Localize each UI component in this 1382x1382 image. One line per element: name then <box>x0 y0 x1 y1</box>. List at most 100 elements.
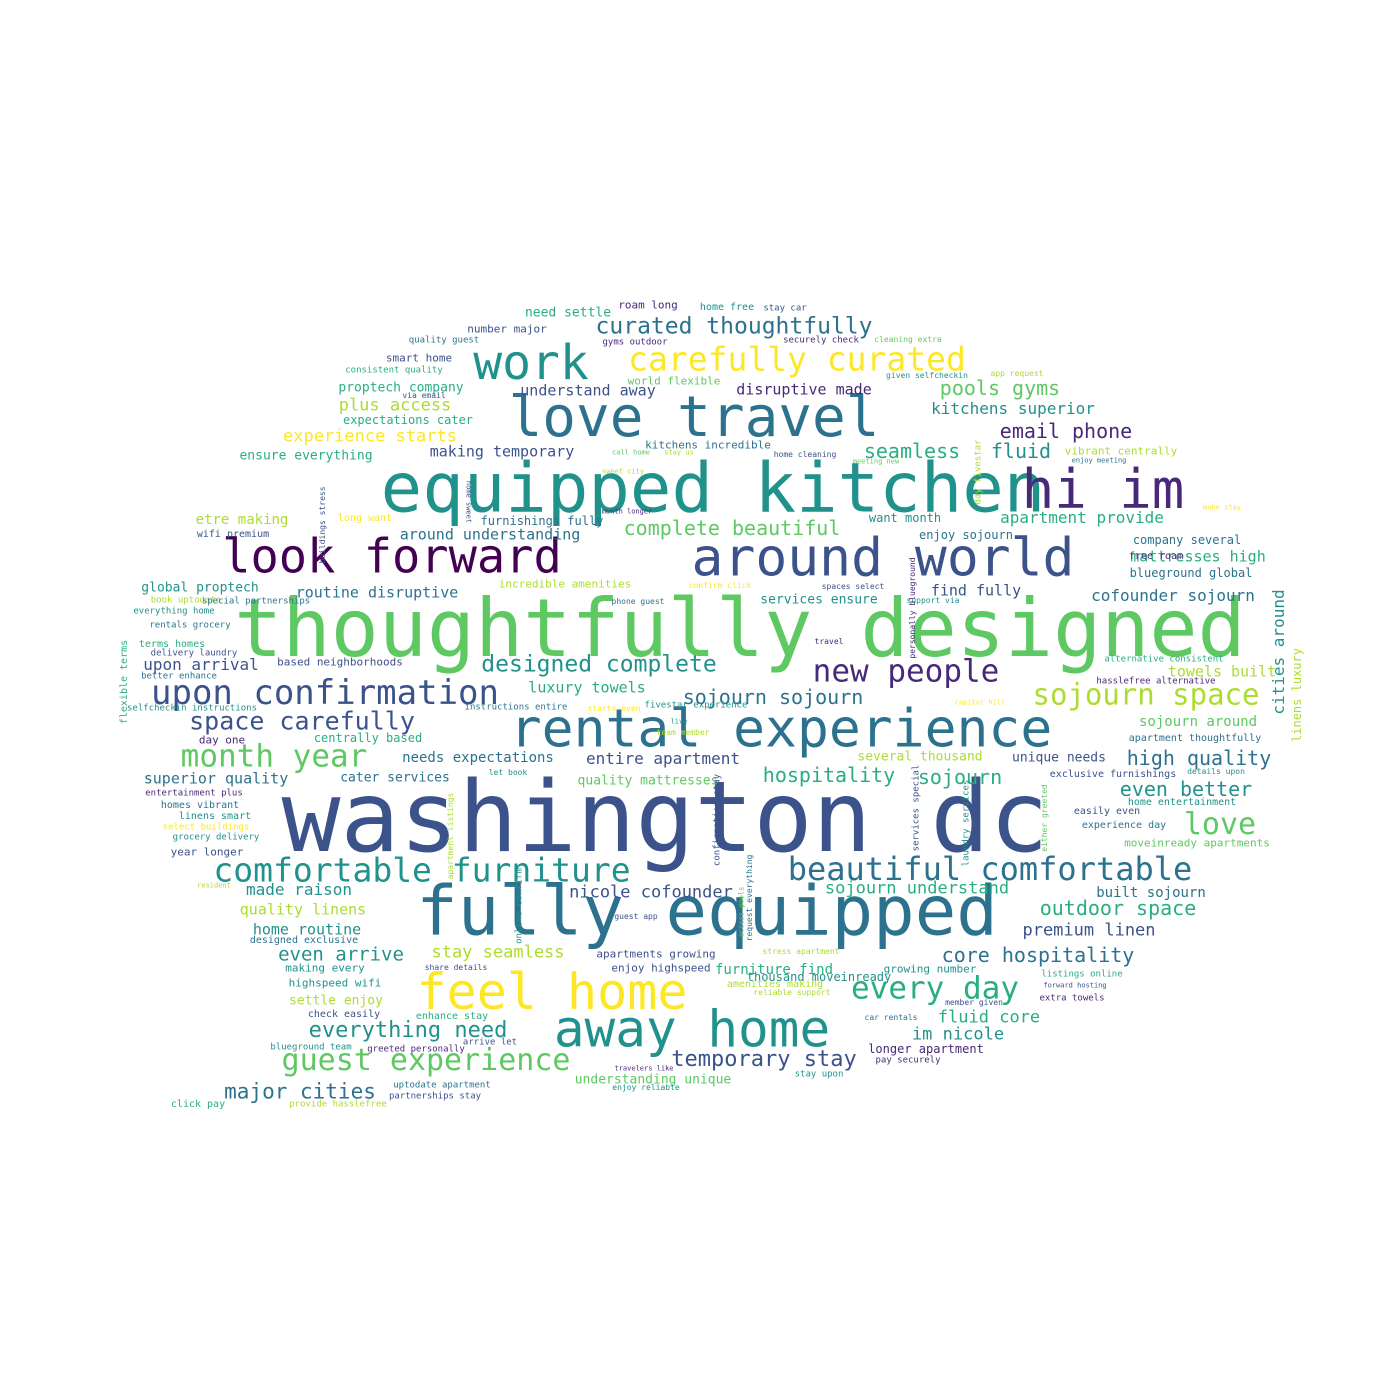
word-cloud-term: sojourn space <box>1032 677 1260 712</box>
word-cloud-term: find fully <box>930 581 1022 600</box>
word-cloud-term: long want <box>337 513 393 524</box>
word-cloud-term: cater services <box>340 770 450 786</box>
word-cloud-term: given selfcheckin <box>886 371 968 380</box>
word-cloud-term: guest experience <box>281 1043 571 1078</box>
word-cloud-term: im nicole <box>911 1024 1005 1045</box>
word-cloud-term: car rentals <box>864 1013 918 1022</box>
word-cloud-term: selfcheckin instructions <box>126 703 258 714</box>
word-cloud-term: etre making <box>195 512 289 528</box>
word-cloud-term: carefully curated <box>628 339 966 379</box>
word-cloud-term: highspeed wifi <box>288 976 382 990</box>
word-cloud-term: blueground global <box>1129 566 1253 580</box>
word-cloud-term: day fivestar <box>973 439 984 505</box>
word-cloud-term: enjoy sojourn <box>919 528 1013 542</box>
word-cloud-term: comfortable furniture <box>213 850 631 890</box>
word-cloud-term: work <box>473 335 589 391</box>
word-cloud-term: terms homes <box>138 639 206 650</box>
word-cloud-term: live <box>670 717 688 726</box>
word-cloud-term: longer apartment <box>868 1042 984 1056</box>
word-cloud-term: details upon <box>1187 767 1245 776</box>
word-cloud-term: love <box>1183 807 1257 842</box>
word-cloud-term: instructions entire <box>464 702 568 713</box>
word-cloud-term: unique needs <box>1012 750 1106 766</box>
word-cloud-term: need settle <box>524 305 612 321</box>
word-cloud-term: vibrant centrally <box>1064 444 1178 458</box>
word-cloud-term: phone guest <box>611 597 665 606</box>
word-cloud-term: equipped kitchen <box>380 448 1046 529</box>
word-cloud-term: support via <box>906 596 960 605</box>
word-cloud-term: enjoy highspeed <box>611 961 711 975</box>
word-cloud-term: smart home <box>385 351 453 365</box>
word-cloud-term: month year <box>180 738 368 775</box>
word-cloud-term: arrive let <box>462 1037 518 1048</box>
word-cloud-term: email phone <box>999 419 1133 443</box>
word-cloud-term: app request <box>990 369 1044 378</box>
word-cloud-term: team member <box>656 728 710 737</box>
word-cloud-term: disruptive made <box>736 380 872 399</box>
word-cloud-term: global proptech <box>141 580 259 596</box>
word-cloud-term: designed exclusive <box>249 935 359 946</box>
word-cloud-term: grocery delivery <box>172 832 260 843</box>
word-cloud-term: confirm click <box>688 581 752 590</box>
word-cloud-term: blueground team <box>270 1042 352 1053</box>
word-cloud-term: stay car <box>763 303 807 314</box>
word-cloud-term: confirmation stay <box>712 773 723 867</box>
word-cloud-term: rentals grocery <box>149 620 231 631</box>
word-cloud-term: mattresses high <box>1130 547 1266 566</box>
word-cloud-term: ensure everything <box>239 448 373 464</box>
word-cloud-term: pools gyms <box>939 376 1061 400</box>
word-cloud-term: home free <box>699 302 755 313</box>
word-cloud-term: settle enjoy <box>289 993 383 1009</box>
word-cloud-term: buildings stress <box>318 486 327 564</box>
word-cloud-term: alternative consistent <box>1104 654 1224 665</box>
word-cloud-term: washington dc <box>281 761 1049 875</box>
word-cloud-term: call home <box>612 448 650 457</box>
word-cloud-term: gyms outdoor <box>602 337 668 348</box>
word-cloud-term: beautiful comfortable <box>787 850 1193 888</box>
word-cloud-term: enjoy reliable <box>612 1083 680 1092</box>
word-cloud-term: fivestar experience <box>644 700 748 711</box>
word-cloud-term: free roam <box>1128 551 1184 562</box>
word-cloud-term: plus access <box>338 395 452 416</box>
word-cloud-term: extra towels <box>1039 993 1105 1004</box>
word-cloud-term: curated thoughtfully <box>595 313 873 340</box>
word-cloud-term: major cities <box>224 1079 376 1104</box>
word-cloud-term: home entertainment <box>1127 797 1237 808</box>
word-cloud-term: amenities making <box>726 979 824 990</box>
word-cloud-term: furniture find <box>714 962 834 978</box>
word-cloud-term: flexible terms <box>119 639 130 725</box>
word-cloud-term: home cleaning <box>773 450 837 459</box>
word-cloud-term: temporary stay <box>671 1047 857 1072</box>
word-cloud-term: rental experience <box>509 698 1053 760</box>
word-cloud-term: laundry services <box>961 779 972 867</box>
word-cloud-term: partnerships stay <box>388 1091 482 1102</box>
word-cloud-term: fluid <box>990 439 1052 463</box>
word-cloud-term: seamless <box>863 439 961 463</box>
word-cloud-term: stay upon <box>794 1069 844 1080</box>
word-cloud-term: routine disruptive <box>295 583 459 602</box>
word-cloud-term: cleaning extra <box>874 335 942 344</box>
word-cloud-term: check easily <box>307 1009 381 1020</box>
word-cloud-term: travelers like <box>614 1064 674 1073</box>
word-cloud-term: everything home <box>133 606 215 617</box>
word-cloud-term: hasslefree alternative <box>1096 676 1216 687</box>
word-cloud-term: furnishings fully <box>480 514 604 528</box>
word-cloud-term: better enhance <box>141 671 217 682</box>
word-cloud-term: reliable support <box>753 988 831 997</box>
word-cloud-term: feel home <box>416 963 688 1021</box>
word-cloud-term: year longer <box>170 845 244 859</box>
word-cloud-term: linens luxury <box>1290 648 1304 742</box>
word-cloud-term: complete beautiful <box>623 516 841 540</box>
word-cloud-term: entertainment plus <box>145 788 243 799</box>
word-cloud-term: homes vibrant <box>160 800 240 811</box>
word-cloud-term: premium linen <box>1022 920 1156 941</box>
word-cloud-term: listings online <box>1041 969 1123 980</box>
word-cloud-term: sweet city <box>601 467 645 476</box>
word-cloud-term: services special <box>911 764 922 852</box>
word-cloud-term: special partnerships <box>201 596 311 607</box>
word-cloud-term: make stay <box>1203 503 1241 512</box>
word-cloud-term: company several <box>1132 533 1242 547</box>
word-cloud-term: apartment thoughtfully <box>1128 733 1262 744</box>
word-cloud-term: new people <box>812 653 1000 690</box>
